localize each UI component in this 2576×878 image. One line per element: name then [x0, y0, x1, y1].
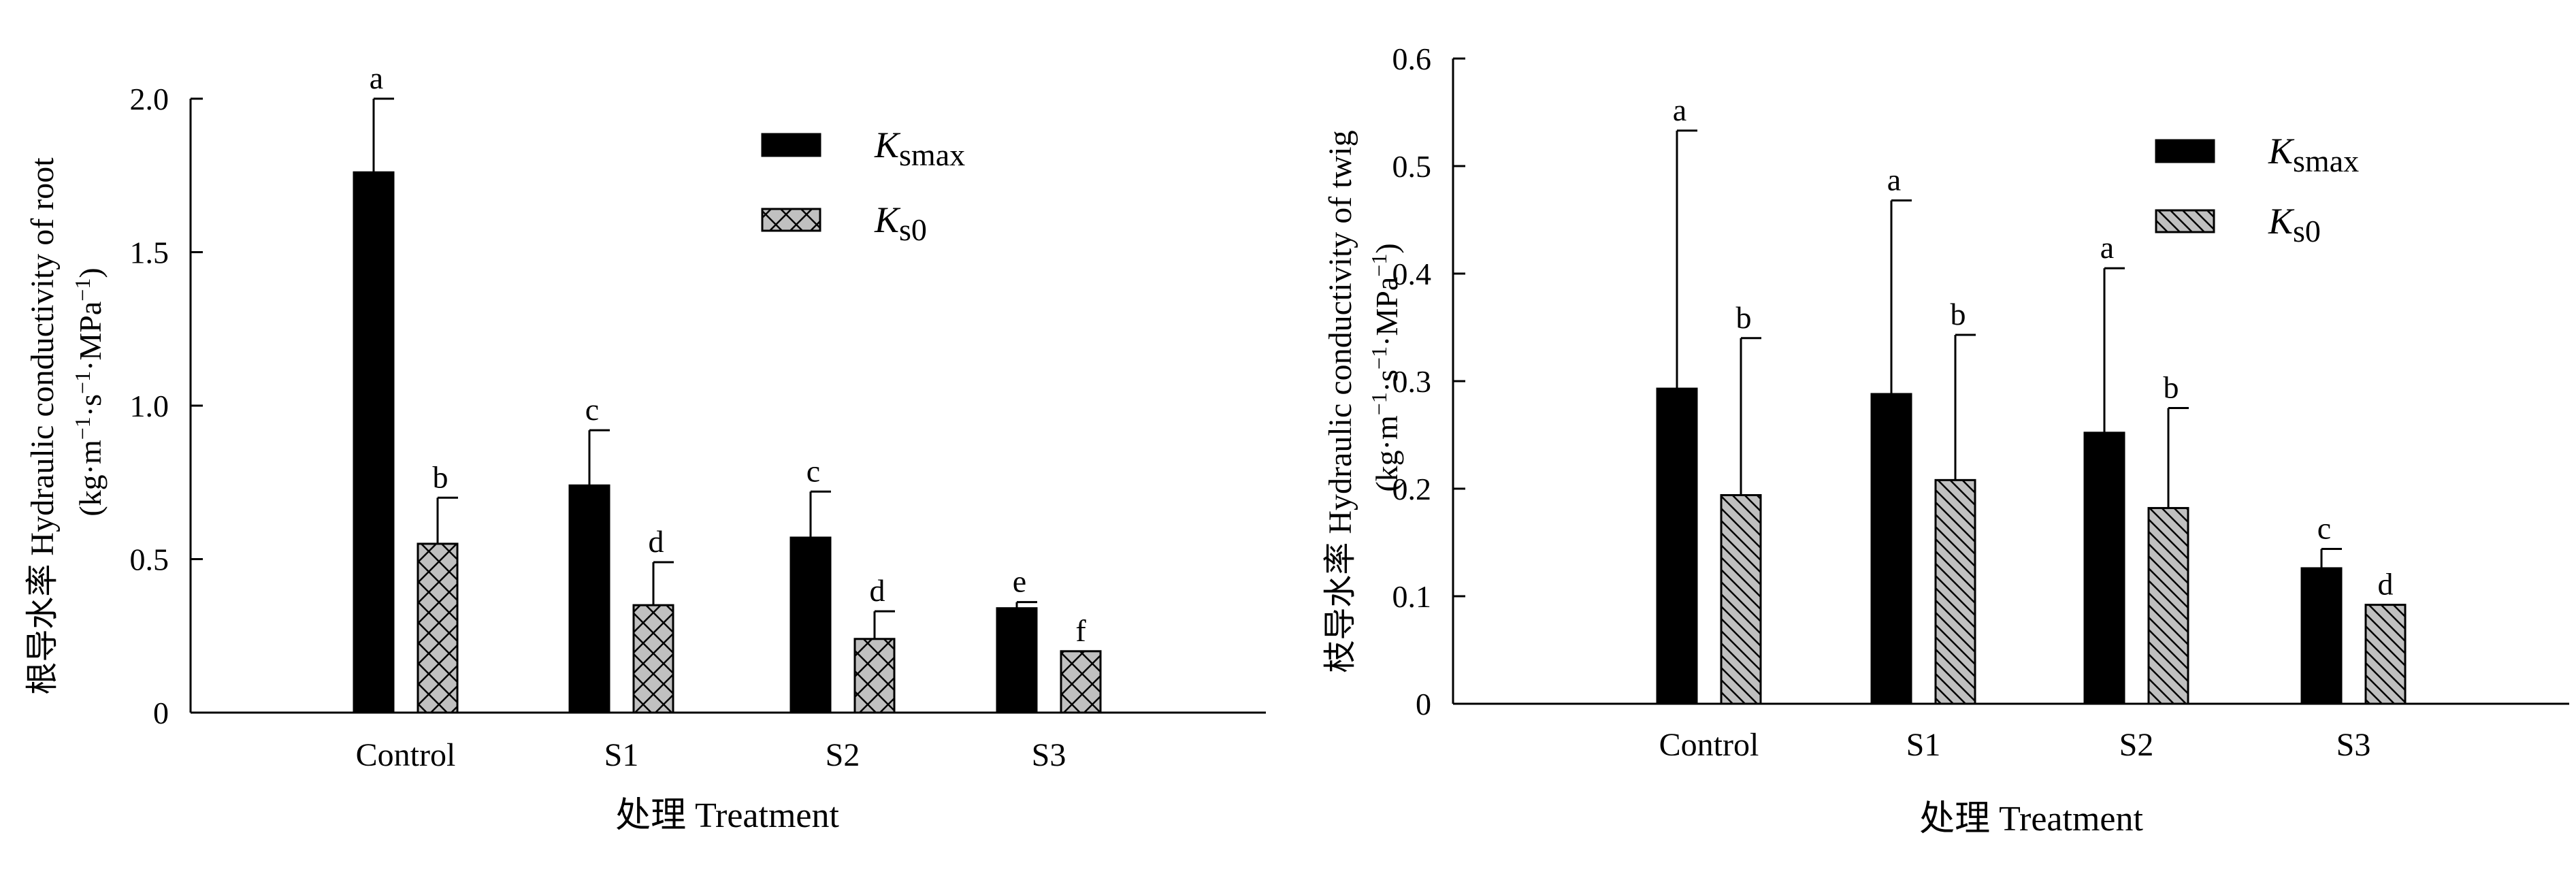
bar-ksmax-s2 [2083, 432, 2125, 705]
x-axis-label: 处理 Treatment [1919, 800, 2143, 839]
y-units-open: (kg·m [1369, 415, 1404, 492]
y-units-open: (kg·m [73, 440, 108, 517]
y-tick-label: 0.4 [1392, 257, 1432, 291]
bar-ksmax-s1 [568, 484, 610, 714]
significance-letter: b [1736, 300, 1752, 335]
legend-swatch-ks0 [761, 208, 821, 232]
legend-sub: smax [899, 137, 965, 172]
significance-letter: f [1075, 613, 1086, 648]
legend-swatch-ksmax [761, 133, 821, 157]
significance-letter: d [2378, 567, 2394, 602]
y-tick-label: 0.5 [130, 542, 169, 577]
legend-k: K [874, 125, 901, 165]
bar-ks0-s2 [853, 638, 896, 714]
bar-ks0-s3 [1060, 650, 1102, 714]
y-tick-label: 0.3 [1392, 364, 1432, 399]
bar-ks0-s1 [632, 604, 674, 714]
y-tick-label: 0.2 [1392, 472, 1432, 506]
significance-letter: d [649, 524, 664, 559]
significance-letter: a [1673, 93, 1686, 127]
y-units-sup1: −1 [1367, 392, 1391, 415]
y-tick-label: 0 [153, 696, 169, 730]
y-axis-units: (kg·m−1·s−1·MPa−1) [70, 267, 108, 516]
y-axis-label: 根导水率 Hydraulic conductivity of root [25, 157, 61, 695]
y-units-close: ) [73, 267, 108, 278]
y-units-sup3: −1 [1367, 254, 1391, 277]
significance-letter: b [433, 459, 449, 494]
significance-letter: c [806, 453, 820, 488]
x-tick-label: S3 [1032, 737, 1066, 773]
significance-letter: b [2164, 370, 2179, 405]
y-units-sup1: −1 [70, 417, 95, 440]
y-units-mid1: ·s [1369, 370, 1404, 392]
x-tick-label: S2 [2119, 727, 2154, 763]
legend-swatch-ksmax [2155, 139, 2215, 163]
x-tick-label: Control [1659, 727, 1759, 763]
y-tick-label: 2.0 [130, 82, 169, 116]
legend-label-ksmax: Ksmax [2268, 131, 2359, 178]
y-units-sup2: −1 [70, 371, 95, 394]
bar-ks0-control [1720, 493, 1762, 705]
significance-letter: b [1951, 297, 1966, 331]
legend-k: K [2268, 201, 2295, 242]
y-units-mid2: ·MPa [73, 302, 108, 371]
bar-ksmax-s1 [1870, 393, 1912, 705]
legend-sub: smax [2293, 144, 2359, 178]
bar-ks0-s3 [2364, 604, 2407, 705]
significance-letter: d [870, 573, 885, 608]
bar-ks0-s1 [1934, 478, 1976, 705]
x-tick-label: S1 [1906, 727, 1941, 763]
y-tick-label: 1.5 [130, 235, 169, 270]
y-tick-label: 0 [1416, 687, 1431, 721]
x-tick-label: S1 [604, 737, 639, 773]
legend-sub: s0 [899, 212, 927, 247]
x-tick-label: S2 [826, 737, 860, 773]
y-tick-label: 0.5 [1392, 149, 1432, 184]
y-axis-label: 枝导水率 Hydraulic conductivity of twig [1322, 130, 1358, 672]
significance-letter: a [1887, 163, 1901, 197]
bar-ksmax-control [353, 171, 395, 714]
y-units-mid2: ·MPa [1369, 277, 1404, 346]
legend-k: K [874, 199, 901, 240]
significance-letter: c [2317, 510, 2331, 545]
y-axis-units: (kg·m−1·s−1·MPa−1) [1367, 243, 1404, 491]
x-axis-label: 处理 Treatment [615, 796, 839, 835]
legend-k: K [2268, 131, 2295, 172]
y-tick-label: 0.6 [1392, 42, 1432, 76]
bar-ksmax-s3 [996, 607, 1038, 714]
y-units-close: ) [1369, 243, 1404, 253]
legend-sub: s0 [2293, 214, 2321, 248]
significance-letter: e [1013, 564, 1026, 599]
x-tick-label: Control [356, 737, 456, 773]
y-tick-label: 0.1 [1392, 579, 1432, 614]
y-units-mid1: ·s [73, 394, 108, 417]
bar-ksmax-s3 [2300, 567, 2343, 705]
x-tick-label: S3 [2336, 727, 2371, 763]
significance-letter: c [585, 392, 599, 427]
bar-ksmax-control [1656, 387, 1698, 705]
bar-ks0-s2 [2147, 506, 2189, 705]
legend-swatch-ks0 [2155, 209, 2215, 233]
chart-twig-conductivity: 0 0.1 0.2 0.3 0.4 0.5 0.6 Control S1 S2 S3 a a a c b b b d… [1322, 42, 2569, 839]
y-units-sup2: −1 [1367, 346, 1391, 370]
bar-ks0-control [417, 542, 459, 714]
y-units-sup3: −1 [70, 278, 95, 302]
legend-label-ks0: Ks0 [2268, 201, 2321, 248]
bar-ksmax-s2 [789, 536, 832, 714]
y-tick-label: 1.0 [130, 389, 169, 423]
legend-label-ksmax: Ksmax [874, 125, 965, 172]
significance-letter: a [370, 61, 383, 95]
significance-letter: a [2100, 230, 2114, 265]
legend-label-ks0: Ks0 [874, 199, 927, 247]
